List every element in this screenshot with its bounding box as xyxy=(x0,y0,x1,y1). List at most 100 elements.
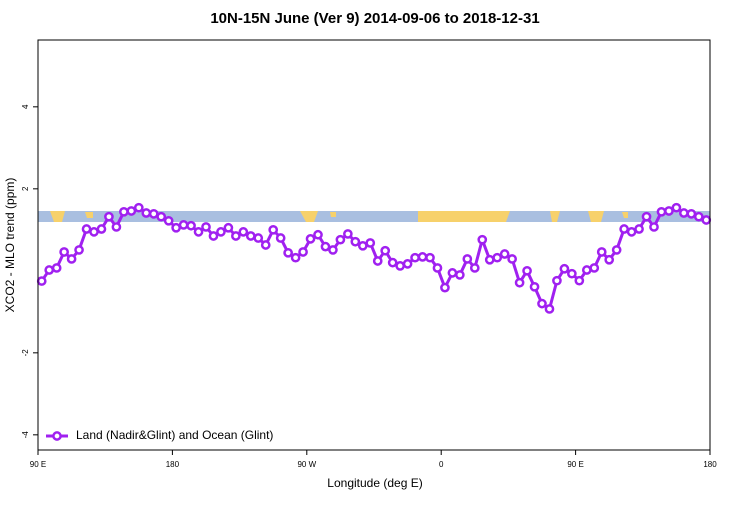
data-point xyxy=(283,247,293,258)
data-point xyxy=(231,231,241,241)
y-tick-label: 4 xyxy=(21,104,30,109)
data-point xyxy=(596,247,607,257)
data-point xyxy=(395,261,405,271)
data-point xyxy=(701,215,712,225)
data-point xyxy=(111,222,122,232)
data-point xyxy=(686,208,697,219)
data-point xyxy=(372,256,383,266)
data-point xyxy=(253,233,264,243)
data-point xyxy=(320,241,331,252)
data-point xyxy=(552,275,562,286)
data-point xyxy=(208,231,219,241)
data-point xyxy=(567,268,577,279)
data-point xyxy=(216,227,226,237)
data-point xyxy=(402,259,413,269)
data-point xyxy=(148,208,159,219)
data-point xyxy=(529,281,540,292)
data-point xyxy=(171,222,181,233)
data-point xyxy=(163,215,174,226)
data-point xyxy=(626,227,637,237)
x-tick-label: 90 E xyxy=(567,460,583,469)
data-point xyxy=(201,222,211,232)
data-point xyxy=(619,224,629,234)
data-point xyxy=(477,234,488,245)
map-strip xyxy=(38,211,710,222)
data-point xyxy=(290,252,301,263)
data-point xyxy=(104,211,114,222)
y-tick-label: 2 xyxy=(21,186,30,191)
data-point xyxy=(59,247,69,257)
data-point xyxy=(417,252,428,262)
data-point xyxy=(343,229,353,239)
data-point xyxy=(238,227,249,237)
y-axis-label: XCO2 - MLO trend (ppm) xyxy=(3,178,17,313)
data-point xyxy=(462,254,473,264)
data-point xyxy=(589,263,600,273)
data-point xyxy=(89,227,99,237)
data-point xyxy=(156,211,167,222)
data-point xyxy=(96,224,107,234)
data-point xyxy=(410,252,420,263)
legend-label: Land (Nadir&Glint) and Ocean (Glint) xyxy=(76,428,273,442)
data-point xyxy=(664,206,674,216)
data-point xyxy=(193,227,204,237)
data-point xyxy=(604,254,615,265)
data-point xyxy=(649,222,659,232)
data-point xyxy=(36,276,47,286)
data-point xyxy=(74,245,84,255)
data-point xyxy=(484,254,495,265)
data-point xyxy=(119,206,129,217)
data-point xyxy=(245,231,256,241)
data-point xyxy=(380,245,391,256)
data-point xyxy=(537,298,547,309)
data-point xyxy=(51,263,62,273)
data-point xyxy=(544,304,555,314)
data-point xyxy=(268,224,279,235)
data-point xyxy=(656,206,667,217)
x-tick-label: 180 xyxy=(166,460,180,469)
data-point xyxy=(440,282,450,293)
data-point xyxy=(178,220,189,230)
data-point xyxy=(514,277,525,288)
data-point xyxy=(499,249,510,259)
data-point xyxy=(141,208,152,218)
x-tick-label: 0 xyxy=(439,460,444,469)
data-point xyxy=(365,238,376,248)
y-tick-label: -4 xyxy=(21,431,30,439)
data-point xyxy=(305,234,316,244)
data-point xyxy=(469,263,480,273)
data-point xyxy=(522,265,532,276)
data-point xyxy=(357,240,368,251)
data-point xyxy=(298,247,308,257)
data-point xyxy=(492,252,503,263)
x-axis-label: Longitude (deg E) xyxy=(327,476,422,490)
x-tick-label: 180 xyxy=(703,460,717,469)
data-point xyxy=(335,234,346,245)
data-point xyxy=(133,202,144,213)
x-tick-label: 90 E xyxy=(30,460,46,469)
chart-title: 10N-15N June (Ver 9) 2014-09-06 to 2018-… xyxy=(210,10,539,27)
data-point xyxy=(679,208,689,218)
data-point xyxy=(350,236,361,247)
data-point xyxy=(126,206,137,216)
plot-frame xyxy=(37,39,711,451)
data-point xyxy=(671,202,682,213)
data-point xyxy=(693,211,704,222)
data-point xyxy=(186,220,196,231)
data-point xyxy=(313,229,323,240)
data-point xyxy=(447,268,458,278)
data-point xyxy=(634,224,644,234)
data-point xyxy=(425,252,435,263)
data-point xyxy=(81,224,92,234)
data-point xyxy=(611,245,622,255)
y-tick-label: -2 xyxy=(21,349,30,357)
data-point xyxy=(328,245,338,255)
data-point xyxy=(260,240,271,250)
data-point xyxy=(66,254,77,264)
data-point xyxy=(275,233,286,243)
data-point xyxy=(559,263,570,274)
data-point xyxy=(574,275,585,286)
data-point xyxy=(641,211,652,222)
data-point xyxy=(507,254,517,264)
